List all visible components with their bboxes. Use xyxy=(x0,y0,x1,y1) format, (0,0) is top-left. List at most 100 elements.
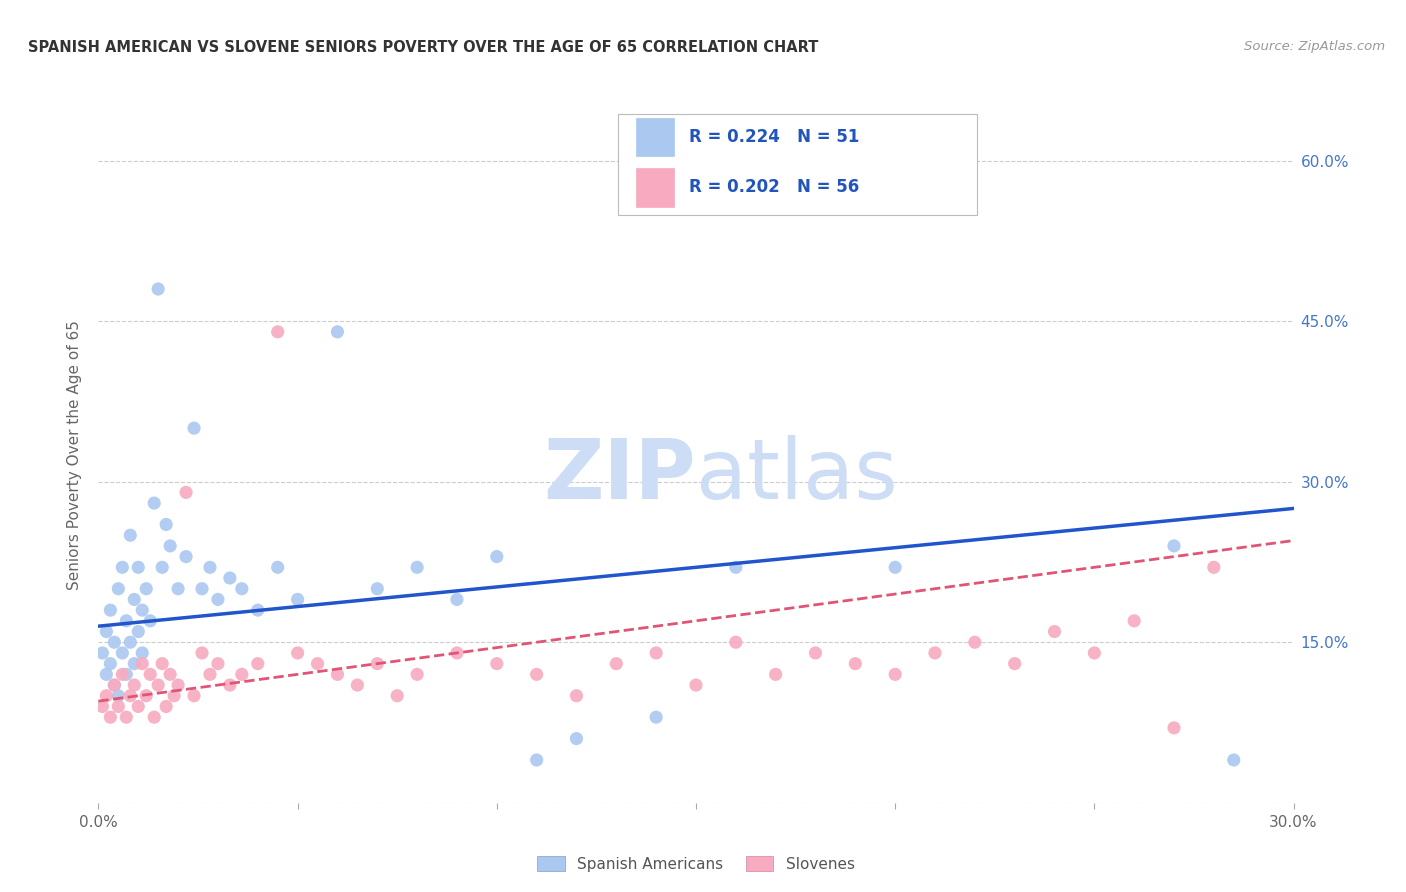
Point xyxy=(924,646,946,660)
Point xyxy=(1223,753,1246,767)
Point xyxy=(120,689,142,703)
Point xyxy=(124,678,146,692)
Point xyxy=(150,657,173,671)
Point xyxy=(103,678,125,692)
Point xyxy=(163,689,186,703)
Point xyxy=(246,603,269,617)
Point xyxy=(645,646,668,660)
Point xyxy=(385,689,409,703)
Text: ZIP: ZIP xyxy=(544,435,696,516)
Point xyxy=(406,667,429,681)
Point xyxy=(148,678,170,692)
Point xyxy=(103,678,125,692)
Point xyxy=(645,710,668,724)
Point xyxy=(139,614,162,628)
Point xyxy=(526,667,548,681)
Point xyxy=(219,678,242,692)
Point xyxy=(366,657,388,671)
Point xyxy=(207,657,229,671)
Point xyxy=(155,699,177,714)
Point xyxy=(884,560,907,574)
Y-axis label: Seniors Poverty Over the Age of 65: Seniors Poverty Over the Age of 65 xyxy=(67,320,83,590)
Point xyxy=(120,528,142,542)
Point xyxy=(191,582,214,596)
Point xyxy=(98,710,122,724)
Point xyxy=(135,582,157,596)
Point xyxy=(91,699,114,714)
Point xyxy=(724,560,747,574)
Point xyxy=(1163,539,1185,553)
Point xyxy=(155,517,177,532)
Point xyxy=(485,657,508,671)
Point xyxy=(143,710,166,724)
Point xyxy=(96,667,118,681)
Point xyxy=(326,325,349,339)
Point xyxy=(107,699,129,714)
Point xyxy=(120,635,142,649)
Point xyxy=(287,646,309,660)
Point xyxy=(111,646,134,660)
Point xyxy=(107,582,129,596)
Point xyxy=(1202,560,1225,574)
Point xyxy=(127,699,149,714)
Bar xyxy=(637,169,675,207)
Point xyxy=(685,678,707,692)
Text: Source: ZipAtlas.com: Source: ZipAtlas.com xyxy=(1244,40,1385,54)
Point xyxy=(346,678,368,692)
Point xyxy=(183,689,205,703)
Point xyxy=(98,657,122,671)
Point xyxy=(103,635,125,649)
Text: R = 0.202   N = 56: R = 0.202 N = 56 xyxy=(689,178,859,196)
Point xyxy=(107,689,129,703)
Point xyxy=(366,582,388,596)
Text: SPANISH AMERICAN VS SLOVENE SENIORS POVERTY OVER THE AGE OF 65 CORRELATION CHART: SPANISH AMERICAN VS SLOVENE SENIORS POVE… xyxy=(28,40,818,55)
Point xyxy=(565,731,588,746)
Point xyxy=(246,657,269,671)
Point xyxy=(143,496,166,510)
Point xyxy=(1083,646,1105,660)
Text: R = 0.224   N = 51: R = 0.224 N = 51 xyxy=(689,128,859,146)
Point xyxy=(231,667,253,681)
Point xyxy=(115,614,138,628)
Point xyxy=(1123,614,1146,628)
Legend: Spanish Americans, Slovenes: Spanish Americans, Slovenes xyxy=(537,855,855,871)
Point xyxy=(127,624,149,639)
Point xyxy=(127,560,149,574)
Point xyxy=(174,485,197,500)
Point xyxy=(131,646,153,660)
Point xyxy=(91,646,114,660)
Point xyxy=(1043,624,1066,639)
Point xyxy=(111,667,134,681)
Point xyxy=(96,624,118,639)
Point xyxy=(115,667,138,681)
Point xyxy=(526,753,548,767)
Point xyxy=(167,678,190,692)
Point xyxy=(963,635,986,649)
Point xyxy=(135,689,157,703)
Point xyxy=(115,710,138,724)
Point xyxy=(174,549,197,564)
Point xyxy=(485,549,508,564)
Point xyxy=(198,560,221,574)
Point xyxy=(159,667,181,681)
Text: atlas: atlas xyxy=(696,435,897,516)
Point xyxy=(150,560,173,574)
Point xyxy=(765,667,787,681)
Point xyxy=(198,667,221,681)
Point xyxy=(148,282,170,296)
Point xyxy=(96,689,118,703)
Point xyxy=(131,603,153,617)
Point xyxy=(884,667,907,681)
Point xyxy=(1163,721,1185,735)
Point xyxy=(446,646,468,660)
Point xyxy=(307,657,329,671)
Point xyxy=(605,657,627,671)
Point xyxy=(183,421,205,435)
Point xyxy=(844,657,866,671)
Point xyxy=(124,657,146,671)
Point xyxy=(98,603,122,617)
Point xyxy=(446,592,468,607)
Point xyxy=(111,560,134,574)
Point xyxy=(191,646,214,660)
Point xyxy=(326,667,349,681)
